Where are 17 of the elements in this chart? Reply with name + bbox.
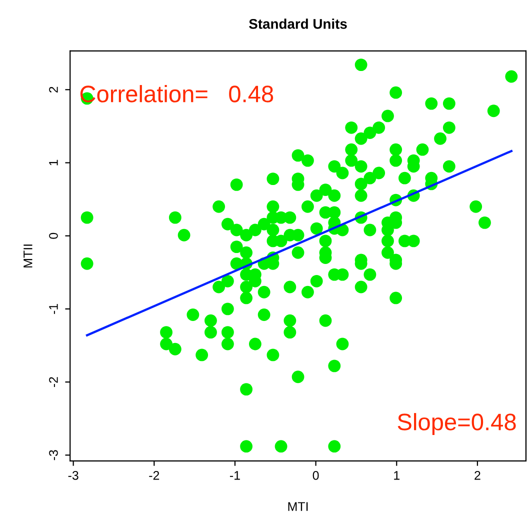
y-tick-label: -2	[49, 377, 58, 388]
chart-title: Standard Units	[249, 18, 347, 29]
x-tick-label: -3	[68, 471, 78, 480]
x-axis-title: MTI	[288, 502, 308, 511]
y-axis-title: MTII	[24, 244, 32, 268]
y-tick-label: -1	[49, 304, 58, 314]
x-tick-label: 0	[312, 471, 319, 480]
y-tick-label: 0	[49, 232, 58, 239]
x-tick-label: -2	[149, 471, 160, 480]
y-tick-label: 1	[49, 160, 58, 166]
x-tick-label: 2	[474, 471, 480, 480]
x-tick-label: -1	[230, 471, 240, 480]
y-tick-label: -3	[49, 450, 58, 460]
annotation: Correlation= 0.48	[80, 85, 274, 102]
x-tick-label: 1	[394, 471, 400, 480]
y-tick-label: 2	[49, 86, 58, 93]
annotation: Slope=0.48	[398, 413, 516, 436]
